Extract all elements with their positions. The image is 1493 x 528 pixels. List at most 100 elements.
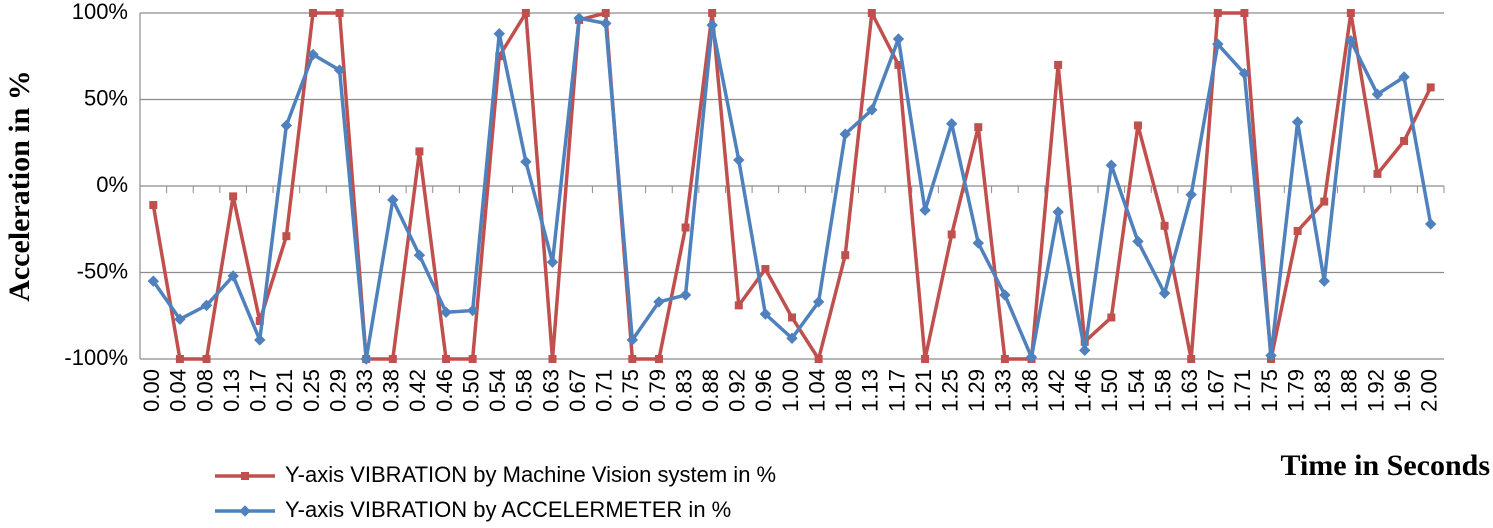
x-tick-label: 1.25 <box>937 369 962 412</box>
data-point <box>1293 226 1302 235</box>
data-point <box>601 9 610 17</box>
x-tick-label: 0.08 <box>192 369 217 412</box>
data-point <box>839 128 851 140</box>
data-point <box>759 308 772 320</box>
data-point <box>708 9 717 17</box>
x-tick-label: 0.96 <box>751 369 776 412</box>
y-tick-label: 100% <box>72 0 128 24</box>
data-point <box>308 9 317 17</box>
x-tick-label: 1.04 <box>804 369 829 412</box>
data-point <box>706 19 718 31</box>
data-point <box>1373 169 1382 178</box>
data-point <box>388 355 397 363</box>
data-point <box>841 251 850 260</box>
x-tick-label: 0.00 <box>139 369 164 412</box>
x-tick-label: 1.71 <box>1230 369 1255 412</box>
x-tick-label: 0.63 <box>538 369 563 412</box>
y-tick-label: -100% <box>64 345 128 370</box>
data-point <box>1265 349 1277 362</box>
data-point <box>974 123 983 132</box>
data-point <box>892 33 905 45</box>
data-point <box>1212 38 1224 50</box>
data-point <box>1158 287 1171 299</box>
x-tick-label: 0.29 <box>325 369 350 412</box>
data-point <box>548 355 557 363</box>
x-tick-label: 1.46 <box>1071 369 1096 412</box>
x-tick-label: 1.17 <box>884 369 909 412</box>
data-point <box>733 154 745 166</box>
data-point <box>814 355 823 363</box>
y-tick-label: 50% <box>84 85 128 110</box>
data-point <box>1160 221 1169 230</box>
data-point <box>1107 313 1116 322</box>
x-tick-label: 2.00 <box>1417 369 1442 412</box>
data-point <box>947 230 956 239</box>
y-axis-title: Acceleration in % <box>3 70 36 302</box>
data-point <box>1213 9 1222 17</box>
x-tick-label: 1.38 <box>1017 369 1042 412</box>
data-point <box>866 104 878 116</box>
data-point <box>229 192 238 201</box>
x-tick-label: 1.50 <box>1097 369 1122 412</box>
data-point <box>1398 71 1410 83</box>
x-tick-label: 1.29 <box>964 369 989 412</box>
data-point <box>1371 88 1384 101</box>
data-point <box>466 304 479 317</box>
data-point <box>174 313 186 325</box>
x-tick-label: 0.46 <box>432 369 457 412</box>
x-tick-label: 1.13 <box>858 369 883 412</box>
x-tick-label: 1.42 <box>1044 369 1069 412</box>
data-point <box>1054 60 1063 69</box>
x-tick-label: 0.79 <box>645 369 670 412</box>
legend-marker <box>239 505 251 517</box>
data-point <box>1187 355 1196 363</box>
data-point <box>1000 355 1009 363</box>
data-point <box>147 275 160 287</box>
x-tick-label: 0.71 <box>592 369 617 412</box>
data-point <box>493 28 505 40</box>
x-tick-label: 0.04 <box>166 369 191 412</box>
data-point <box>468 355 477 363</box>
data-point <box>1052 206 1064 218</box>
data-point <box>654 355 663 363</box>
data-point <box>786 332 798 344</box>
data-point <box>149 201 158 210</box>
data-point <box>360 353 372 365</box>
data-point <box>1132 235 1144 248</box>
data-point <box>1291 116 1304 128</box>
data-point <box>653 296 665 308</box>
data-point <box>227 270 239 282</box>
data-point <box>1185 188 1197 201</box>
x-tick-label: 0.25 <box>299 369 324 412</box>
x-tick-label: 1.08 <box>831 369 856 412</box>
data-point <box>628 355 637 363</box>
data-point <box>413 249 426 261</box>
data-point <box>282 232 291 241</box>
legend-label: Y-axis VIBRATION by Machine Vision syste… <box>285 462 776 487</box>
data-point <box>1318 275 1330 287</box>
x-tick-label: 0.54 <box>485 369 510 412</box>
data-point <box>734 301 743 310</box>
x-tick-label: 0.92 <box>725 369 750 412</box>
data-point <box>333 64 346 76</box>
x-axis-title: Time in Seconds <box>1281 449 1491 482</box>
x-tick-label: 1.33 <box>991 369 1016 412</box>
data-point <box>175 355 184 363</box>
x-tick-label: 0.88 <box>698 369 723 412</box>
data-point <box>1238 67 1251 80</box>
data-point <box>521 9 530 17</box>
data-point <box>867 9 876 17</box>
data-point <box>254 334 266 346</box>
x-tick-label: 0.38 <box>379 369 404 412</box>
data-point <box>1424 218 1437 230</box>
x-tick-label: 1.63 <box>1177 369 1202 412</box>
data-point <box>1346 9 1355 17</box>
data-point <box>573 12 585 24</box>
data-point <box>280 119 293 132</box>
data-point <box>307 48 319 61</box>
data-point <box>202 355 211 363</box>
data-point <box>1025 351 1038 363</box>
data-point <box>761 265 770 274</box>
x-tick-label: 1.96 <box>1390 369 1415 412</box>
data-point <box>335 9 344 17</box>
